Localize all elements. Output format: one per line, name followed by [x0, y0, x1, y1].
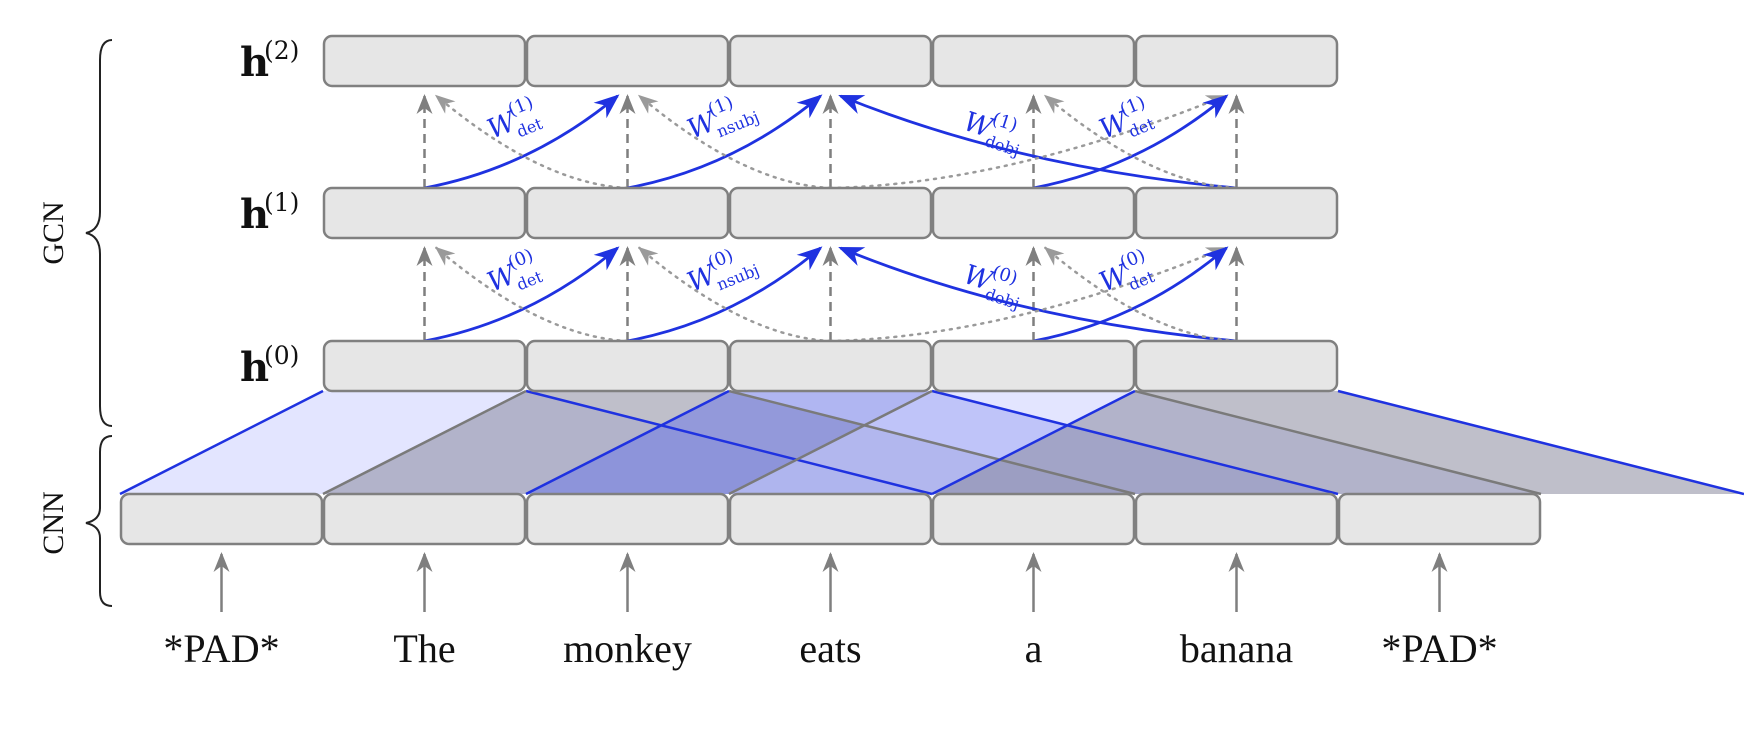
cnn-window-edge: [728, 389, 933, 496]
weight-label: W(1)det: [1095, 92, 1158, 146]
gcn-label: GCN: [37, 201, 70, 264]
hidden-state-box-h0: [1134, 339, 1339, 393]
relation-edge: [1033, 94, 1229, 190]
layer-label-h1: h: [240, 191, 269, 238]
hidden-state-box-h0: [728, 339, 933, 393]
gcn-brace-group: GCN: [37, 39, 113, 427]
hidden-state-box-h2: [525, 34, 730, 88]
cnn-window-edge: [322, 389, 527, 496]
input-embedding-box: [1337, 492, 1542, 546]
input-word: The: [393, 626, 455, 671]
reverse-relation-edge: [637, 94, 832, 190]
layer-label-h0: h: [240, 344, 269, 391]
input-word: banana: [1180, 626, 1294, 671]
input-embedding-box: [322, 492, 527, 546]
cnn-window-edge: [931, 389, 1339, 496]
weight-relation: dobj: [983, 131, 1022, 160]
cnn-window-edge: [1337, 389, 1744, 496]
input-word: a: [1025, 626, 1043, 671]
hidden-state-box-h0: [525, 339, 730, 393]
cnn-window-edge: [525, 389, 730, 496]
node-boxes: [119, 34, 1542, 546]
relation-edge: [838, 246, 1237, 343]
reverse-relation-edge: [829, 94, 1227, 190]
hidden-state-box-h2: [1134, 34, 1339, 88]
relation-edge: [424, 94, 620, 190]
cnn-label: CNN: [37, 491, 70, 554]
reverse-relation-edge: [829, 246, 1227, 343]
hidden-state-box-h1: [525, 186, 730, 240]
reverse-relation-edge: [1043, 246, 1238, 343]
reverse-relation-edge: [434, 246, 629, 343]
input-words: *PAD* The monkey eats a banana *PAD*: [163, 626, 1497, 671]
cnn-window-edge: [1134, 389, 1542, 496]
weight-label: W(0)nsubj: [683, 245, 762, 299]
input-word: *PAD*: [1381, 626, 1497, 671]
hidden-state-box-h0: [931, 339, 1136, 393]
gcn-edges: [416, 94, 1245, 343]
input-word: eats: [799, 626, 861, 671]
weight-label: W(1)dobj: [960, 106, 1022, 160]
cnn-window-edge: [119, 389, 324, 496]
weight-label: W(0)det: [483, 245, 546, 299]
relation-edge: [627, 94, 823, 190]
input-embedding-box: [119, 492, 324, 546]
reverse-relation-edge: [1043, 94, 1238, 190]
input-word: *PAD*: [163, 626, 279, 671]
layer-label-superscript: (0): [264, 341, 299, 370]
weight-relation: dobj: [983, 284, 1022, 313]
input-embedding-box: [525, 492, 730, 546]
input-word: monkey: [563, 626, 692, 671]
hidden-state-box-h1: [1134, 186, 1339, 240]
hidden-state-box-h2: [322, 34, 527, 88]
input-embedding-box: [728, 492, 933, 546]
weight-label: W(1)nsubj: [683, 92, 762, 146]
weight-label: W(1)det: [483, 92, 546, 146]
weight-label: W(0)det: [1095, 245, 1158, 299]
input-embedding-box: [931, 492, 1136, 546]
hidden-state-box-h1: [728, 186, 933, 240]
cnn-convolution-windows: [119, 389, 1744, 496]
hidden-state-box-h1: [931, 186, 1136, 240]
relation-edge: [1033, 246, 1229, 343]
input-embedding-box: [1134, 492, 1339, 546]
layer-label-superscript: (1): [264, 188, 299, 217]
cnn-window-edge: [931, 389, 1136, 496]
weight-label: W(0)dobj: [960, 259, 1022, 313]
cnn-window-edge: [728, 389, 1136, 496]
hidden-state-box-h2: [728, 34, 933, 88]
relation-edge: [424, 246, 620, 343]
layer-label-superscript: (2): [264, 36, 299, 65]
cnn-brace: [85, 435, 113, 607]
cnn-window-edge: [525, 389, 933, 496]
hidden-state-box-h2: [931, 34, 1136, 88]
input-arrows: [213, 552, 1448, 612]
reverse-relation-edge: [434, 94, 629, 190]
gcn-brace: [85, 39, 113, 427]
layer-label-h2: h: [240, 39, 269, 86]
relation-edge: [627, 246, 823, 343]
reverse-relation-edge: [637, 246, 832, 343]
relation-edge: [838, 94, 1237, 190]
hidden-state-box-h1: [322, 186, 527, 240]
cnn-brace-group: CNN: [37, 435, 113, 607]
hidden-state-box-h0: [322, 339, 527, 393]
layer-labels: h(0)h(1)h(2): [240, 36, 299, 391]
